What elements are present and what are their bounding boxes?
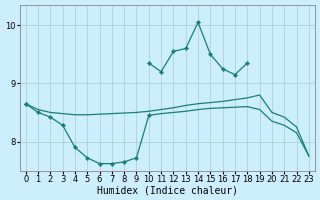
X-axis label: Humidex (Indice chaleur): Humidex (Indice chaleur) (97, 185, 238, 195)
